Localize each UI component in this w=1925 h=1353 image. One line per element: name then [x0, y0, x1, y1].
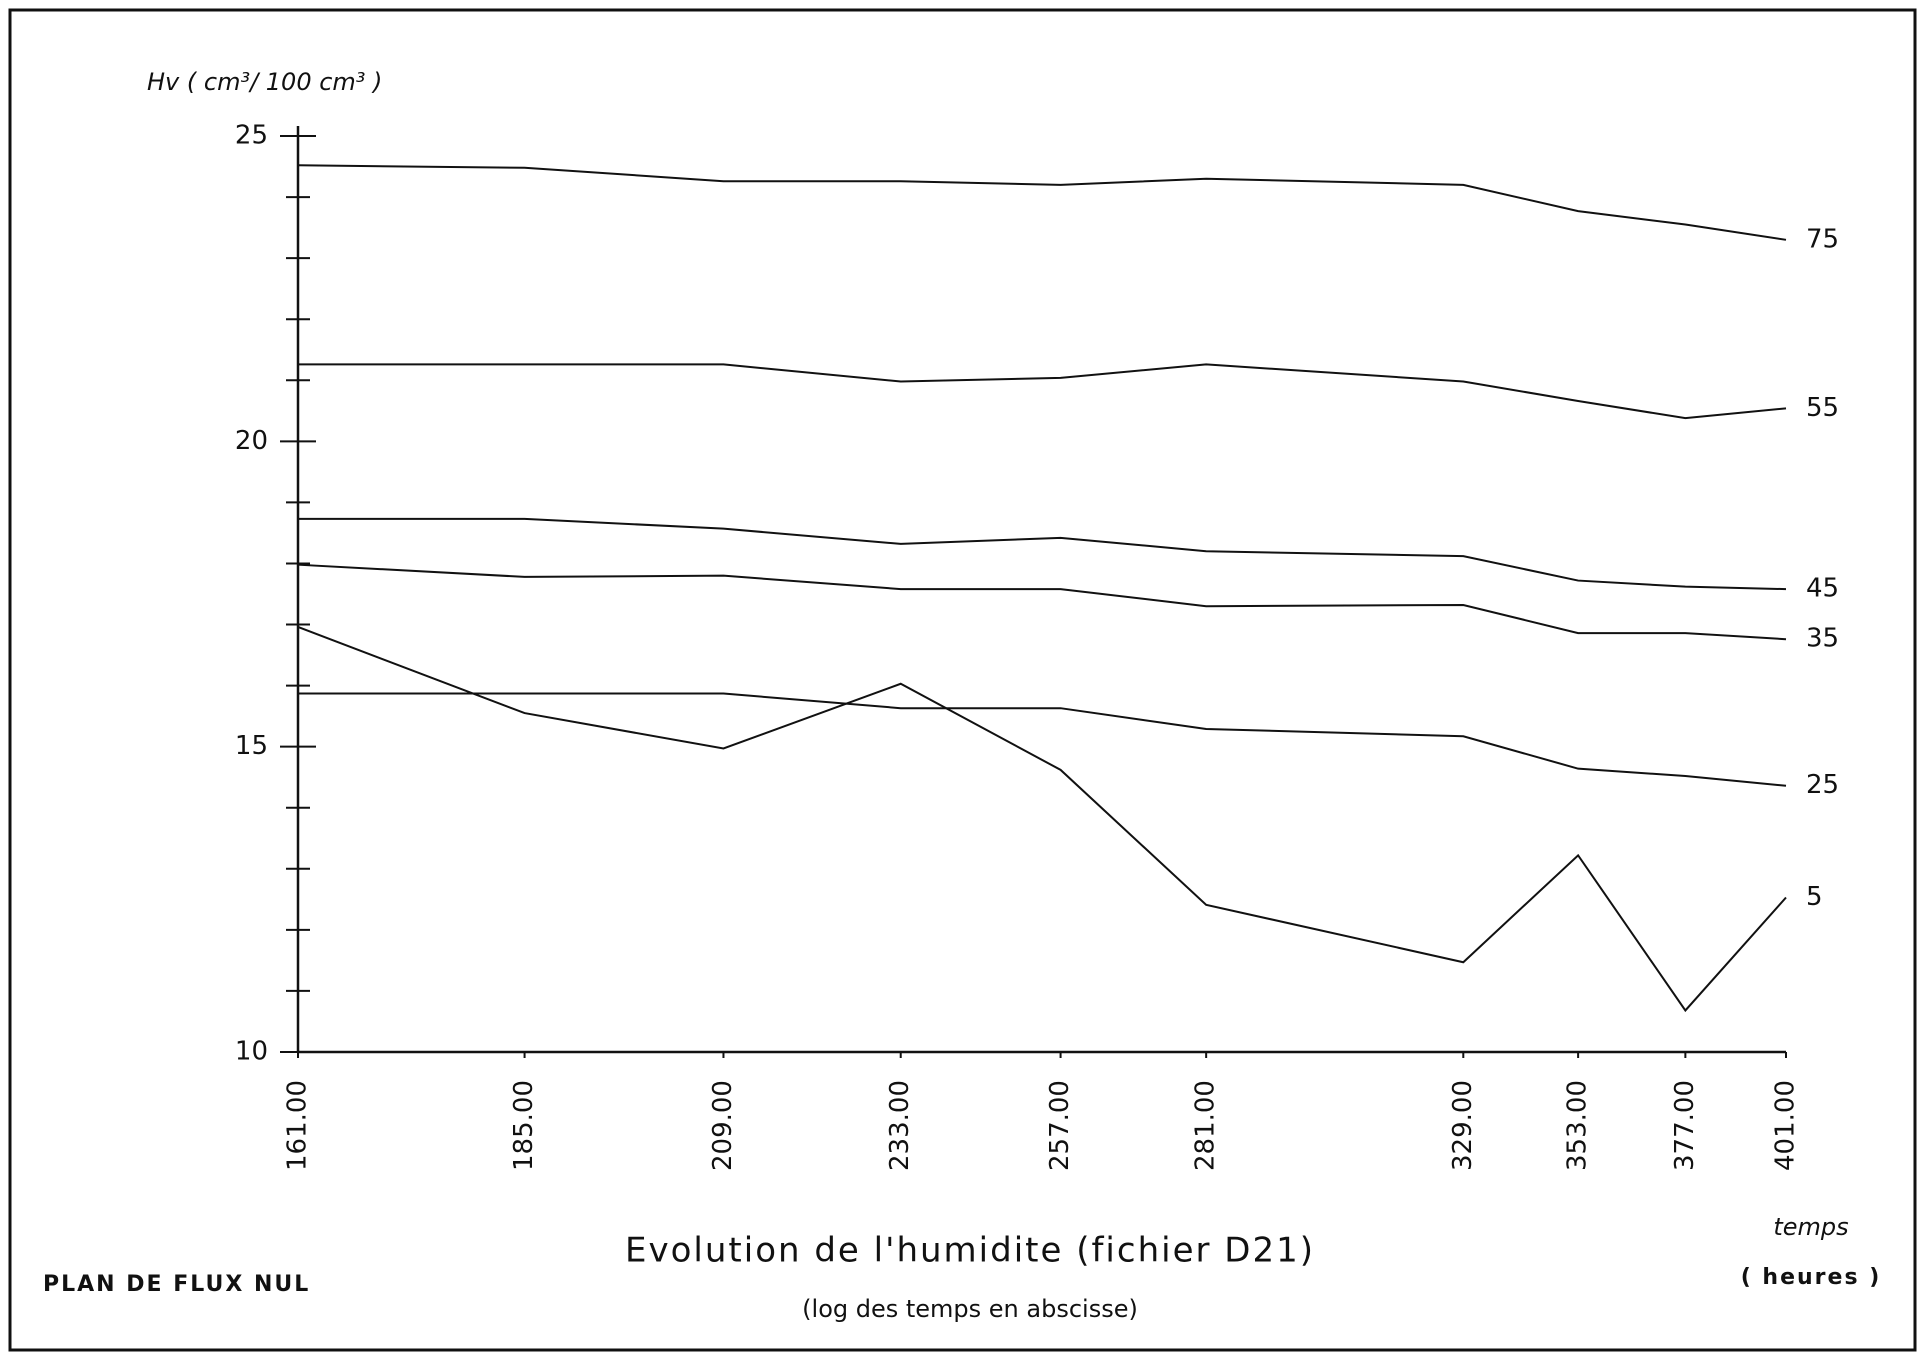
- series-label: 45: [1806, 574, 1839, 604]
- series-label: 55: [1806, 393, 1839, 423]
- chart-title: Evolution de l'humidite (fichier D21): [625, 1231, 1315, 1271]
- x-tick-label: 377.00: [1670, 1080, 1700, 1171]
- x-axis-unit: ( heures ): [1741, 1265, 1882, 1290]
- x-tick-label: 281.00: [1191, 1080, 1221, 1171]
- series-label: 75: [1806, 224, 1839, 254]
- x-tick-label: 329.00: [1448, 1080, 1478, 1171]
- x-tick-label: 401.00: [1771, 1080, 1801, 1171]
- series-line: [297, 164, 1787, 241]
- x-tick-label: 209.00: [708, 1080, 738, 1171]
- x-axis-label: temps: [1773, 1213, 1848, 1241]
- x-tick-label: 257.00: [1045, 1080, 1075, 1171]
- series-line: [298, 692, 1787, 787]
- y-tick-label: 25: [235, 121, 268, 151]
- x-tick-label: 161.00: [283, 1080, 313, 1171]
- frame: [8, 8, 1917, 1352]
- series-label: 5: [1806, 882, 1823, 912]
- annotation: PLAN DE FLUX NUL: [43, 1272, 310, 1297]
- chart-subtitle: (log des temps en abscisse): [802, 1295, 1138, 1323]
- y-tick-label: 10: [235, 1037, 268, 1067]
- x-tick-label: 185.00: [509, 1080, 539, 1171]
- x-tick-label: 233.00: [885, 1080, 915, 1171]
- series-label: 25: [1806, 770, 1839, 800]
- y-tick-label: 15: [235, 731, 268, 761]
- y-axis-label: Hv ( cm³/ 100 cm³ ): [147, 68, 382, 96]
- series-line: [298, 363, 1787, 420]
- y-tick-label: 20: [235, 426, 268, 456]
- series-label: 35: [1806, 624, 1839, 654]
- series-line: [298, 517, 1787, 591]
- series-line: [297, 626, 1787, 1013]
- x-tick-label: 353.00: [1563, 1080, 1593, 1171]
- series-line: [297, 563, 1787, 641]
